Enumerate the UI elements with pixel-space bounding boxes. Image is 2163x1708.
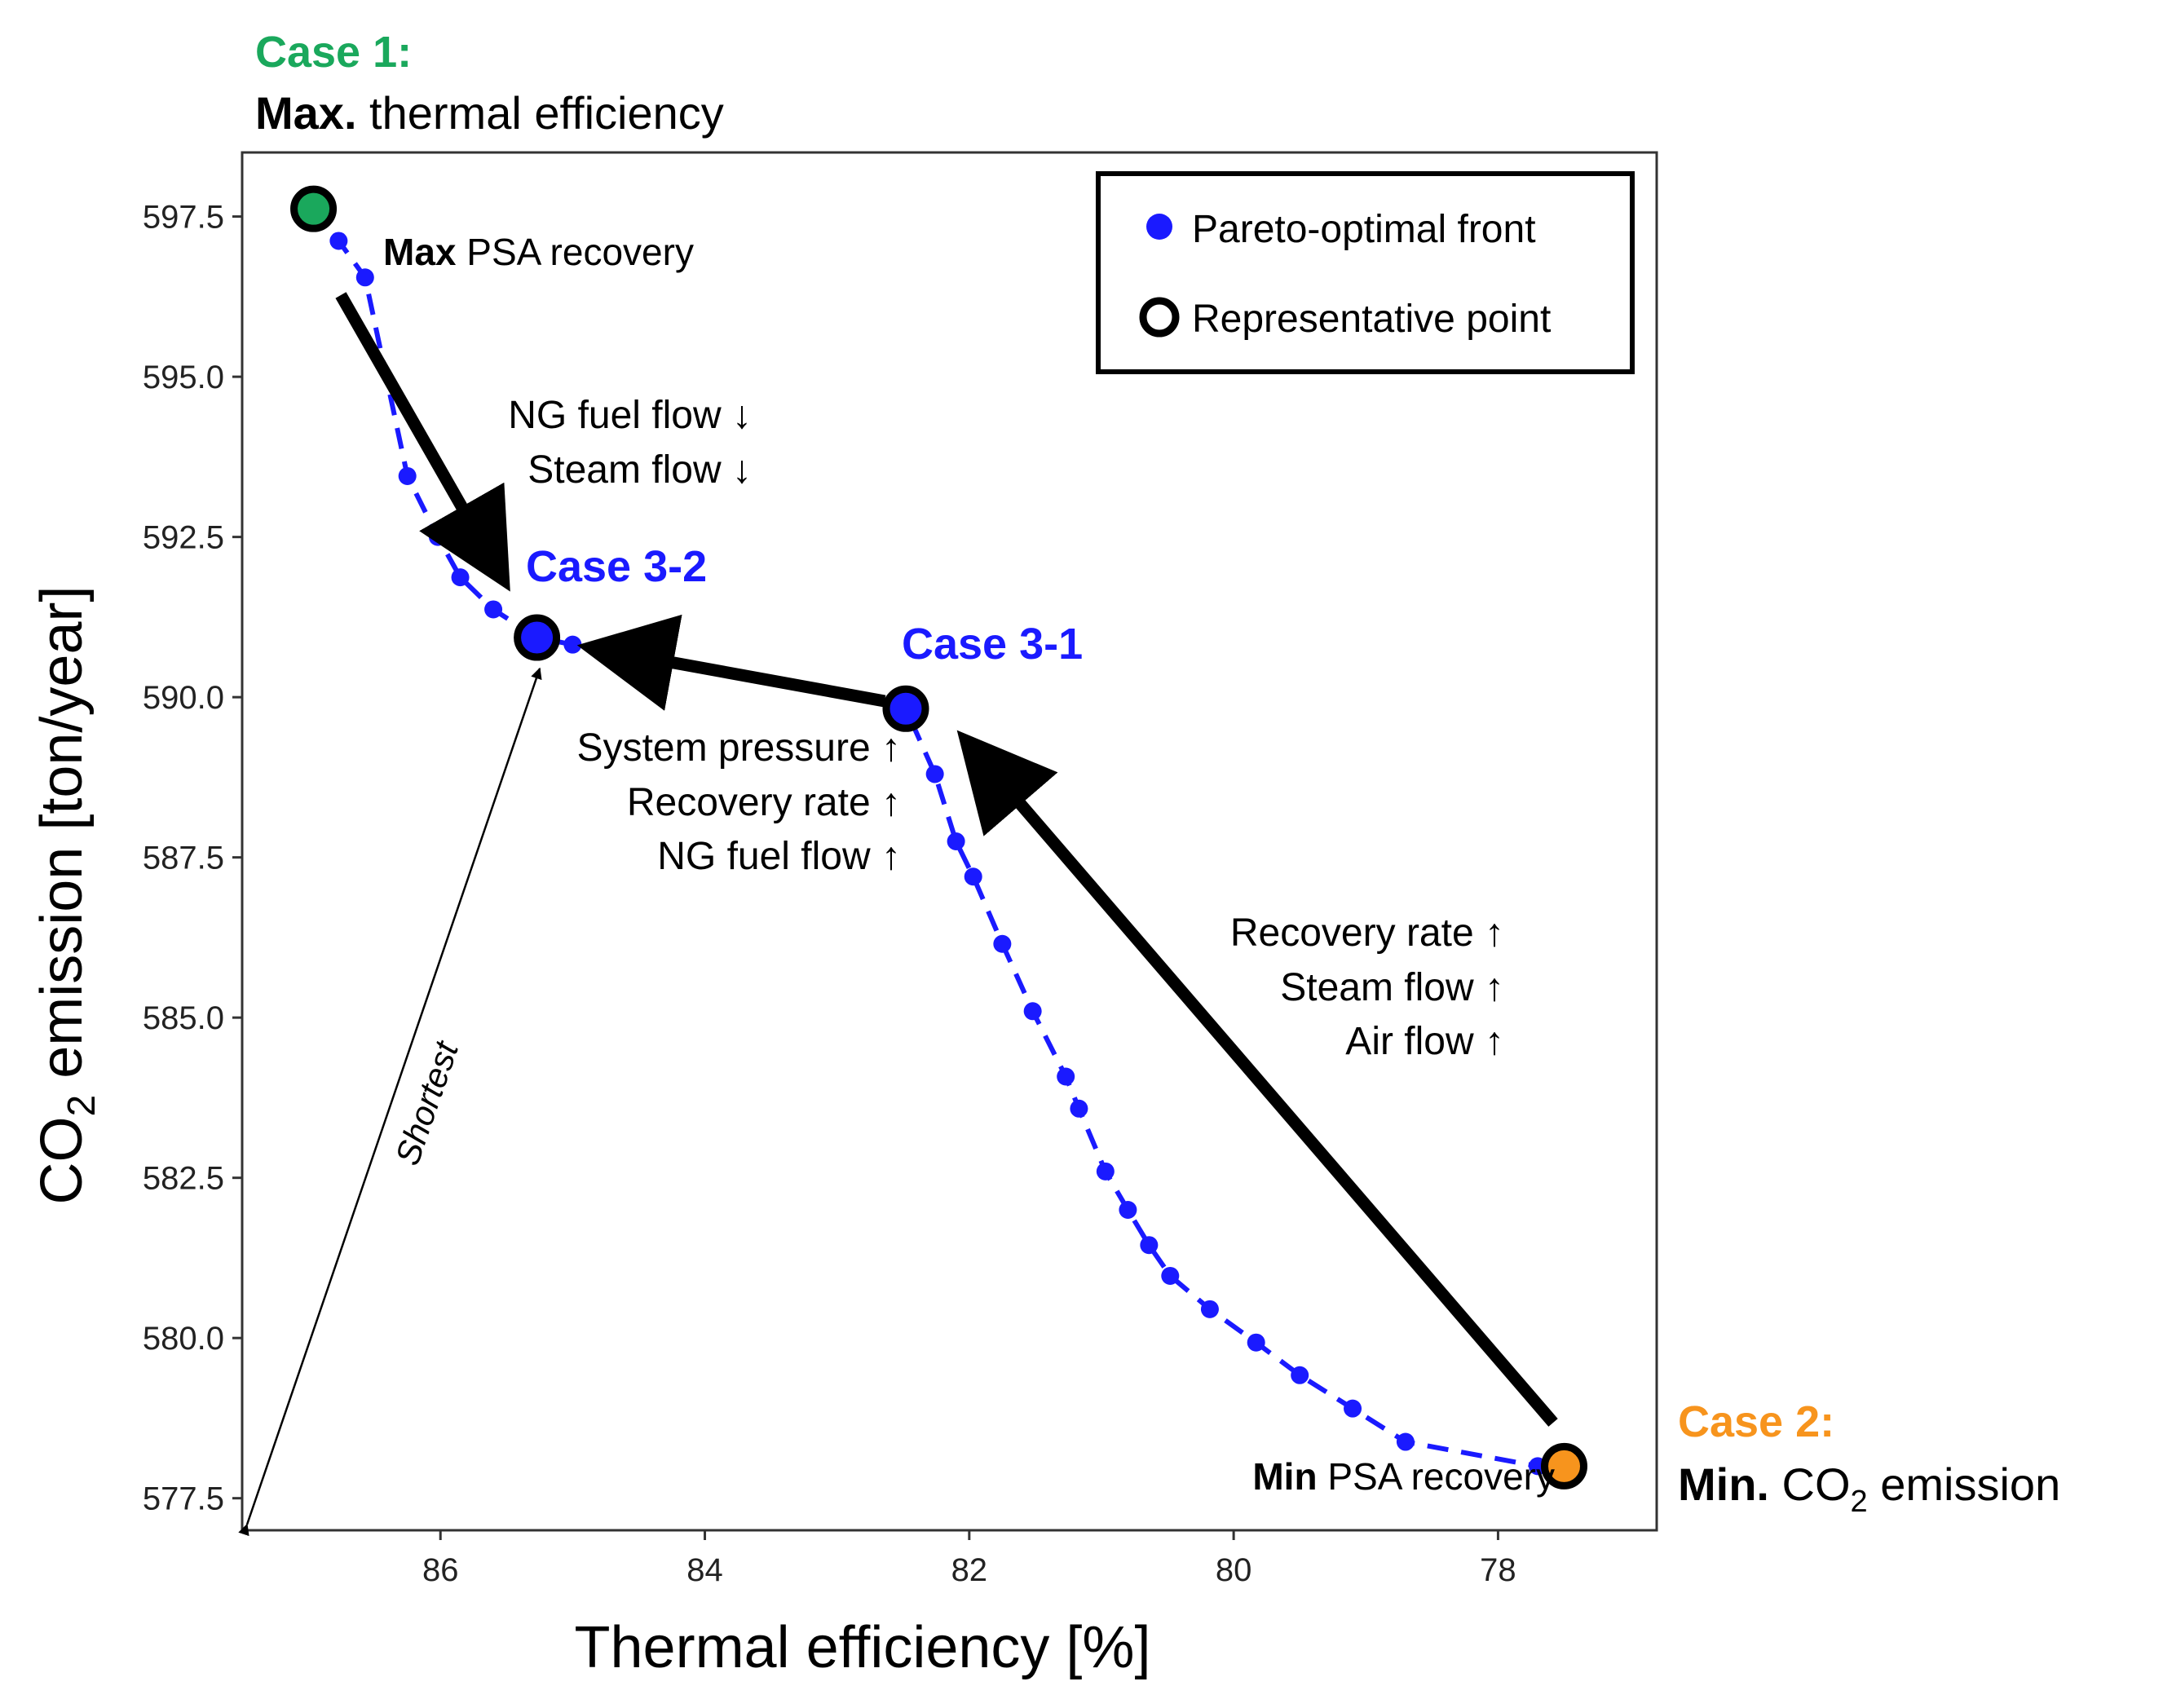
representative-point xyxy=(514,614,561,661)
y-axis: 577.5 580.0 582.5 585.0 587.5 590.0 592.5 595.0… xyxy=(143,200,242,1517)
pareto-point xyxy=(563,635,582,654)
case3-1-label: Case 3-1 xyxy=(902,620,1083,669)
min-psa-rest: PSA recovery xyxy=(1318,1455,1555,1498)
x-tick-label: 84 xyxy=(686,1552,723,1588)
pareto-point xyxy=(925,765,944,783)
arrow-case2-to-case3-1 xyxy=(956,730,1558,1427)
pareto-point xyxy=(1291,1366,1309,1384)
legend-box xyxy=(1096,171,1635,374)
pareto-point xyxy=(1161,1266,1180,1285)
max-psa-label: Max PSA recovery xyxy=(383,231,694,273)
case2-subtitle-bold: Min. xyxy=(1678,1459,1769,1510)
case2-subtitle: Min. CO2 emission xyxy=(1678,1459,2060,1519)
pareto-point xyxy=(1070,1099,1088,1118)
y-tick-label: 590.0 xyxy=(143,680,224,716)
y-tick-label: 577.5 xyxy=(143,1481,224,1517)
arrow-case1-to-case3-2 xyxy=(335,292,510,592)
case2-subtitle-co: CO xyxy=(1769,1459,1851,1510)
shortest-arrow xyxy=(238,667,542,1537)
pareto-point xyxy=(1023,1002,1042,1021)
y-tick-label: 592.5 xyxy=(143,520,224,556)
y-tick-label: 597.5 xyxy=(143,200,224,236)
case2-subtitle-sub: 2 xyxy=(1851,1485,1868,1519)
legend-marker-representative xyxy=(1139,297,1180,338)
arrow-case3-1-to-case3-2 xyxy=(576,614,886,711)
representative-points xyxy=(290,185,1587,1490)
max-psa-rest: PSA recovery xyxy=(456,231,693,273)
pareto-point xyxy=(993,934,1012,953)
shortest-label: Shortest xyxy=(388,1035,466,1169)
pareto-point xyxy=(329,232,348,250)
arrow3-note-line: Recovery rate ↑ xyxy=(1230,911,1504,955)
arrow2-note-line: Recovery rate ↑ xyxy=(627,781,901,824)
pareto-point xyxy=(964,867,982,886)
x-axis-title: Thermal efficiency [%] xyxy=(575,1615,1151,1680)
representative-point xyxy=(290,185,338,232)
x-tick-label: 78 xyxy=(1480,1552,1516,1588)
pareto-point xyxy=(1140,1236,1159,1255)
legend-marker-pareto xyxy=(1146,214,1172,240)
pareto-front-points xyxy=(304,200,1547,1476)
arrow3-notes: Recovery rate ↑ Steam flow ↑ Air flow ↑ xyxy=(1230,911,1504,1063)
arrow1-note-line: NG fuel flow ↓ xyxy=(508,394,752,437)
y-tick-label: 582.5 xyxy=(143,1161,224,1197)
legend: Pareto-optimal front Representative poin… xyxy=(1096,171,1635,374)
representative-point xyxy=(1540,1442,1587,1490)
x-tick-label: 86 xyxy=(422,1552,459,1588)
case3-2-label: Case 3-2 xyxy=(526,542,707,591)
pareto-point xyxy=(947,832,965,850)
y-axis-title: CO2 emission [ton/year] xyxy=(29,586,104,1205)
y-tick-label: 587.5 xyxy=(143,841,224,876)
min-psa-bold: Min xyxy=(1252,1455,1317,1498)
legend-label-representative: Representative point xyxy=(1192,298,1551,341)
y-axis-title-sub: 2 xyxy=(60,1095,104,1117)
representative-point xyxy=(882,685,929,732)
y-axis-title-rest: emission [ton/year] xyxy=(29,586,95,1095)
pareto-point xyxy=(1119,1200,1137,1219)
pareto-point xyxy=(1057,1067,1075,1086)
arrow1-notes: NG fuel flow ↓ Steam flow ↓ xyxy=(508,394,752,492)
pareto-point xyxy=(1096,1162,1115,1181)
case2-subtitle-rest: emission xyxy=(1868,1459,2061,1510)
arrow3-note-line: Air flow ↑ xyxy=(1345,1020,1504,1063)
case2-label: Case 2: xyxy=(1678,1397,1834,1446)
x-axis: 86 84 82 80 78 xyxy=(422,1530,1516,1588)
x-tick-label: 80 xyxy=(1216,1552,1252,1588)
pareto-front-line xyxy=(311,207,1538,1469)
case1-subtitle: Max. thermal efficiency xyxy=(255,87,724,139)
case1-subtitle-rest: thermal efficiency xyxy=(357,87,724,139)
y-tick-label: 595.0 xyxy=(143,360,224,395)
pareto-point xyxy=(1344,1399,1362,1418)
arrow2-note-line: NG fuel flow ↑ xyxy=(657,835,901,878)
min-psa-label: Min PSA recovery xyxy=(1252,1455,1555,1498)
pareto-point xyxy=(428,527,447,546)
y-tick-label: 580.0 xyxy=(143,1321,224,1357)
pareto-point xyxy=(1396,1432,1415,1451)
case1-label: Case 1: xyxy=(255,28,412,77)
y-axis-title-co: CO xyxy=(29,1116,95,1204)
pareto-point xyxy=(484,600,503,619)
arrow2-note-line: System pressure ↑ xyxy=(577,726,901,770)
pareto-point xyxy=(1200,1300,1219,1318)
case1-subtitle-bold: Max. xyxy=(255,87,357,139)
legend-label-pareto: Pareto-optimal front xyxy=(1192,208,1536,251)
y-tick-label: 585.0 xyxy=(143,1000,224,1036)
x-tick-label: 82 xyxy=(951,1552,988,1588)
arrow3-note-line: Steam flow ↑ xyxy=(1280,966,1504,1009)
pareto-point xyxy=(1247,1333,1265,1352)
arrow2-notes: System pressure ↑ Recovery rate ↑ NG fue… xyxy=(577,726,901,878)
arrow1-note-line: Steam flow ↓ xyxy=(528,448,752,492)
pareto-point xyxy=(398,466,417,485)
pareto-point xyxy=(451,568,470,587)
max-psa-bold: Max xyxy=(383,231,457,273)
pareto-point xyxy=(355,268,374,287)
